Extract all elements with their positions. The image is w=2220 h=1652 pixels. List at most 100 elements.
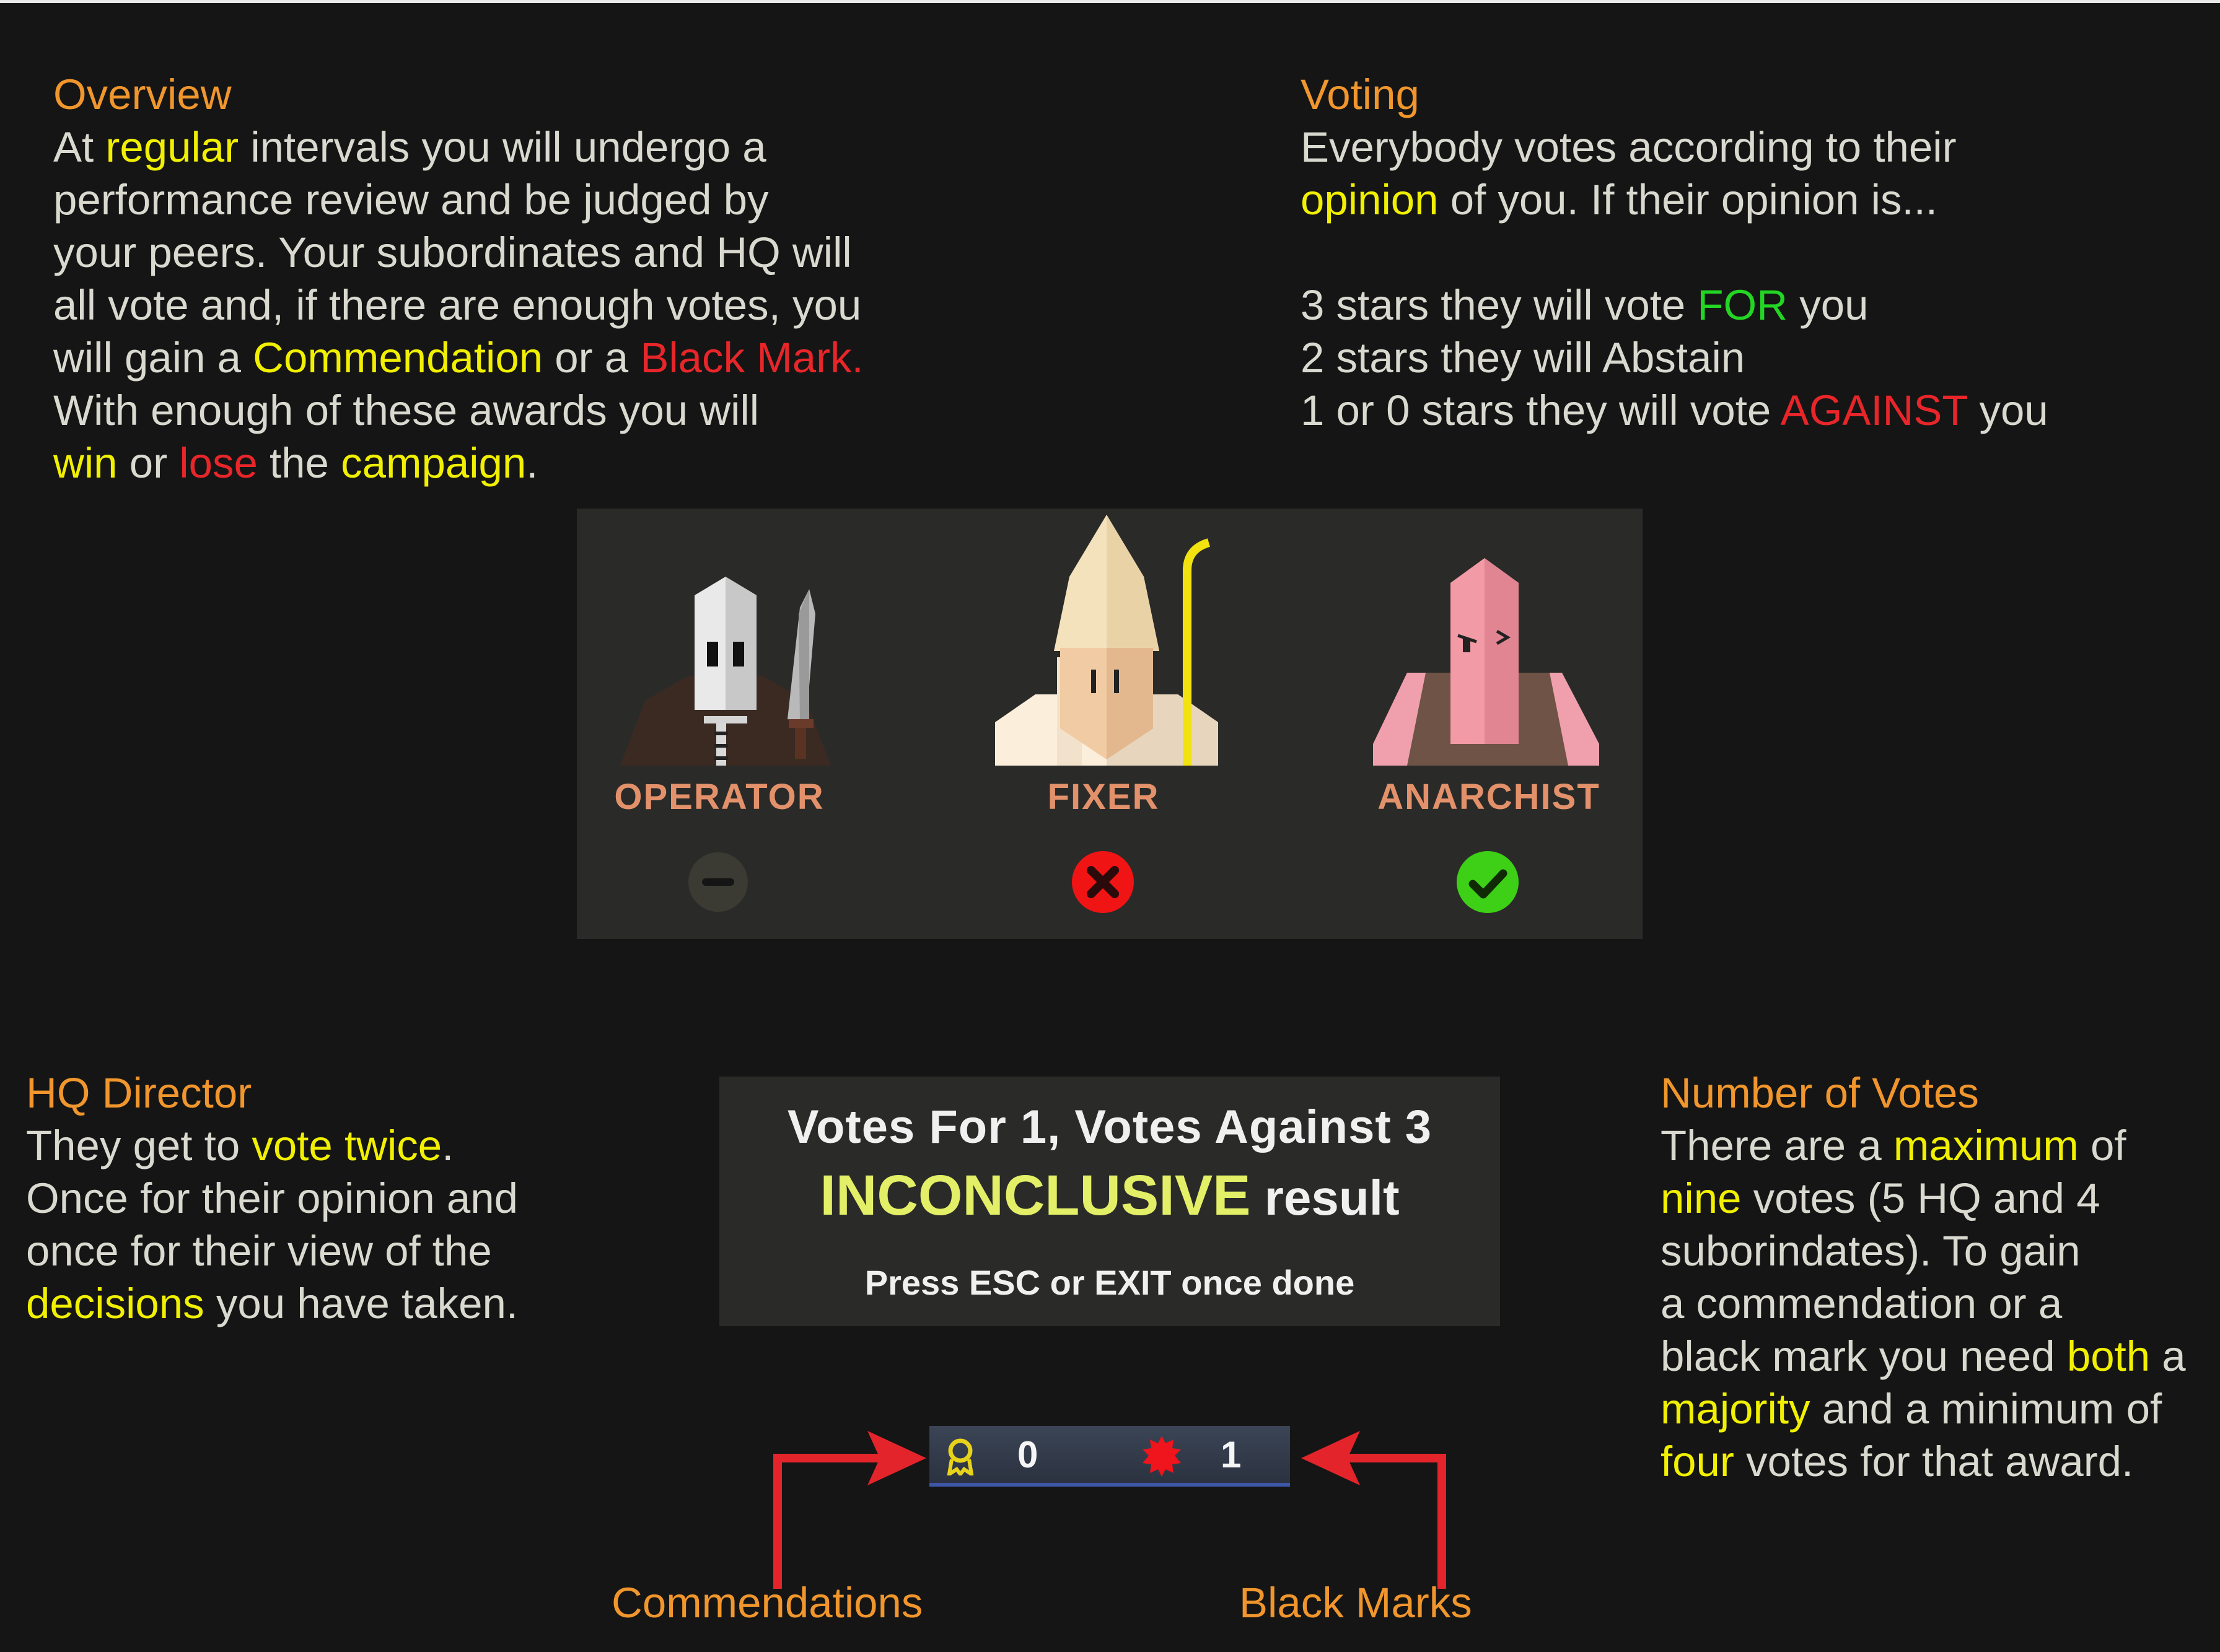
- overview-heading: Overview: [53, 71, 232, 118]
- highlight-text: campaign: [341, 439, 527, 487]
- operator-portrait: [620, 577, 831, 766]
- body-text-span: of: [2078, 1122, 2126, 1169]
- black-marks-arrow: [1301, 1431, 1446, 1589]
- voting-text: Everybody votes according to their opinio…: [1301, 121, 2168, 437]
- body-text-span: 3 stars they will vote: [1301, 281, 1698, 329]
- black-marks-count: 1: [1221, 1434, 1242, 1475]
- vote-result-panel: Votes For 1, Votes Against 3 INCONCLUSIV…: [719, 1077, 1500, 1326]
- highlight-text: nine: [1661, 1174, 1742, 1222]
- anarchist-portrait: [1373, 558, 1599, 766]
- highlight-text: opinion: [1301, 176, 1439, 224]
- text-line: all vote and, if there are enough votes,…: [53, 279, 945, 331]
- hq-director-heading: HQ Director: [26, 1069, 252, 1117]
- text-line: win or lose the campaign.: [53, 437, 945, 489]
- anarchist-name: ANARCHIST: [1377, 777, 1600, 817]
- vote-outcome: INCONCLUSIVE result: [719, 1163, 1500, 1228]
- body-text-span: With enough of these awards you will: [53, 387, 760, 434]
- characters-panel: OPERATOR FIXER ANARCHIST: [577, 509, 1643, 939]
- text-line: decisions you have taken.: [26, 1277, 646, 1330]
- overview-section: Overview At regular intervals you will u…: [53, 68, 945, 489]
- highlight-text: Commendation: [253, 334, 543, 382]
- body-text-span: 2 stars they will Abstain: [1301, 334, 1745, 382]
- body-text-span: or: [117, 439, 180, 487]
- for-icon: [1457, 851, 1519, 913]
- text-line: performance review and be judged by: [53, 173, 945, 226]
- commendation-icon: [947, 1438, 974, 1475]
- top-border: [0, 0, 2220, 3]
- body-text-span: all vote and, if there are enough votes,…: [53, 281, 862, 329]
- text-line: With enough of these awards you will: [53, 384, 945, 437]
- text-line: 3 stars they will vote FOR you: [1301, 279, 2168, 331]
- body-text-span: suborindates). To gain: [1661, 1227, 2081, 1275]
- highlight-text: maximum: [1893, 1122, 2079, 1169]
- fixer-name: FIXER: [1047, 777, 1160, 817]
- number-of-votes-text: There are a maximum of nine votes (5 HQ a…: [1661, 1119, 2206, 1488]
- text-line: four votes for that award.: [1661, 1435, 2206, 1488]
- body-text-span: votes (5 HQ and 4: [1741, 1174, 2100, 1222]
- body-text-span: or a: [543, 334, 641, 382]
- text-line: They get to vote twice.: [26, 1119, 646, 1172]
- text-line: 2 stars they will Abstain: [1301, 331, 2168, 384]
- body-text-span: Everybody votes according to their: [1301, 123, 1957, 171]
- voting-section: Voting Everybody votes according to thei…: [1301, 68, 2168, 437]
- body-text-span: will gain a: [53, 334, 253, 382]
- black-mark-icon: [1143, 1436, 1181, 1477]
- text-line: 1 or 0 stars they will vote AGAINST you: [1301, 384, 2168, 437]
- against-icon: [1072, 851, 1134, 913]
- text-line: black mark you need both a: [1661, 1330, 2206, 1383]
- body-text-span: performance review and be judged by: [53, 176, 769, 224]
- body-text-span: a: [2150, 1332, 2186, 1380]
- fixer-portrait: [995, 515, 1218, 766]
- body-text-span: intervals you will undergo a: [239, 123, 766, 171]
- highlight-text: majority: [1661, 1385, 1810, 1433]
- highlight-text: regular: [105, 123, 239, 171]
- body-text-span: They get to: [26, 1122, 252, 1169]
- highlight-text: FOR: [1697, 281, 1788, 329]
- body-text-span: the: [257, 439, 341, 487]
- body-text-span: .: [526, 439, 538, 487]
- body-text-span: 1 or 0 stars they will vote: [1301, 387, 1781, 434]
- body-text-span: and a minimum of: [1810, 1385, 2162, 1433]
- text-line: At regular intervals you will undergo a: [53, 121, 945, 173]
- hq-director-section: HQ Director They get to vote twice. Once …: [26, 1067, 646, 1330]
- body-text-span: [1301, 229, 1312, 276]
- voting-heading: Voting: [1301, 71, 1419, 118]
- abstain-icon: [688, 852, 748, 912]
- text-line: nine votes (5 HQ and 4: [1661, 1172, 2206, 1225]
- outcome-status: INCONCLUSIVE: [820, 1164, 1251, 1227]
- text-line: Once for their opinion and: [26, 1172, 646, 1225]
- highlight-text: both: [2066, 1332, 2151, 1380]
- highlight-text: decisions: [26, 1280, 204, 1327]
- body-text-span: At: [53, 123, 106, 171]
- body-text-span: you have taken.: [204, 1280, 519, 1327]
- text-line: will gain a Commendation or a Black Mark…: [53, 331, 945, 384]
- highlight-text: win: [53, 439, 118, 487]
- text-line: Everybody votes according to their: [1301, 121, 2168, 173]
- body-text-span: a commendation or a: [1661, 1280, 2063, 1327]
- body-text-span: your peers. Your subordinates and HQ wil…: [53, 229, 852, 276]
- commendations-label: Commendations: [612, 1579, 923, 1627]
- black-marks-label: Black Marks: [1239, 1579, 1472, 1627]
- text-line: opinion of you. If their opinion is...: [1301, 173, 2168, 226]
- body-text-span: votes for that award.: [1734, 1438, 2134, 1485]
- highlight-text: four: [1661, 1438, 1734, 1485]
- text-line: suborindates). To gain: [1661, 1225, 2206, 1277]
- outcome-suffix: result: [1250, 1170, 1400, 1225]
- vote-tally: Votes For 1, Votes Against 3: [787, 1101, 1432, 1153]
- body-text-span: .: [442, 1122, 454, 1169]
- highlight-text: AGAINST: [1780, 387, 1968, 434]
- hq-director-text: They get to vote twice. Once for their op…: [26, 1119, 646, 1330]
- text-line: [1301, 226, 2168, 279]
- exit-instruction: Press ESC or EXIT once done: [864, 1263, 1355, 1302]
- body-text-span: you: [1967, 387, 2048, 434]
- highlight-text: Black Mark.: [640, 334, 864, 382]
- number-of-votes-section: Number of Votes There are a maximum of ni…: [1661, 1067, 2206, 1488]
- highlight-text: vote twice: [252, 1122, 442, 1169]
- commendations-arrow: [773, 1431, 926, 1589]
- text-line: There are a maximum of: [1661, 1119, 2206, 1172]
- body-text-span: Once for their opinion and: [26, 1174, 519, 1222]
- body-text-span: There are a: [1661, 1122, 1893, 1169]
- awards-bar: 0 1: [929, 1426, 1290, 1487]
- body-text-span: once for their view of the: [26, 1227, 492, 1275]
